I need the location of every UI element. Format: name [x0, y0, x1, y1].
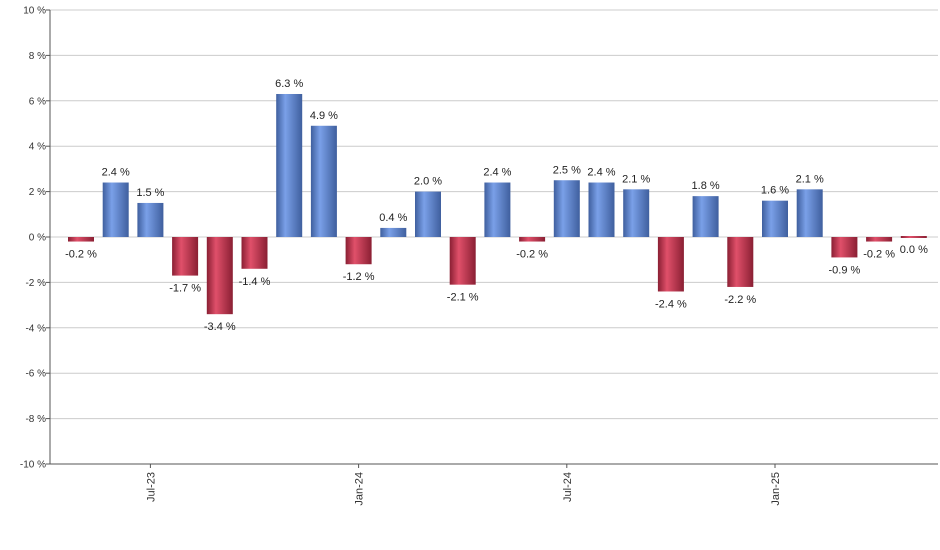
y-tick-label: 10 %	[23, 6, 46, 17]
bar-10	[415, 191, 441, 237]
bar-0	[68, 237, 94, 242]
data-label-8: -1.2 %	[343, 271, 375, 283]
bar-7	[310, 125, 337, 237]
bar-21	[796, 189, 823, 237]
data-label-0: -0.2 %	[65, 249, 97, 261]
bar-4	[206, 237, 233, 315]
data-label-14: 2.5 %	[553, 164, 581, 176]
data-label-4: -3.4 %	[204, 321, 236, 333]
y-tick-label: 0 %	[29, 233, 46, 244]
bar-6	[276, 93, 303, 238]
bar-9	[380, 227, 407, 237]
bar-20	[762, 200, 788, 237]
data-label-17: -2.4 %	[655, 298, 687, 310]
data-label-5: -1.4 %	[239, 276, 271, 288]
bar-15	[588, 182, 615, 237]
data-label-13: -0.2 %	[516, 249, 548, 261]
bar-3	[172, 237, 199, 276]
y-tick-label: 8 %	[29, 51, 46, 62]
bars-layer	[68, 93, 927, 315]
y-tick-label: 2 %	[29, 187, 46, 198]
bar-18	[692, 196, 719, 237]
bar-5	[241, 237, 268, 269]
bar-17	[657, 237, 684, 292]
data-label-18: 1.8 %	[692, 180, 720, 192]
y-tick-label: 4 %	[29, 142, 46, 153]
y-tick-label: -6 %	[25, 369, 46, 380]
data-label-15: 2.4 %	[587, 167, 615, 179]
x-tick-label: Jul-24	[562, 472, 574, 502]
y-tick-label: -4 %	[25, 323, 46, 334]
x-tick-label: Jan-24	[354, 472, 366, 506]
bar-16	[623, 189, 650, 237]
data-label-6: 6.3 %	[275, 78, 303, 90]
bar-11	[449, 237, 476, 285]
bar-1	[102, 182, 129, 237]
bar-19	[727, 237, 754, 287]
labels-layer: 10 % 8 % 6 % 4 % 2 % 0 % -2 % -4 % -6 % -8 % -10 %…	[20, 6, 928, 506]
data-label-7: 4.9 %	[310, 110, 338, 122]
x-tick-label: Jan-25	[770, 472, 782, 506]
data-label-1: 2.4 %	[102, 167, 130, 179]
bar-2	[137, 202, 164, 237]
bar-13	[519, 237, 546, 242]
y-tick-label: -10 %	[20, 460, 46, 471]
bar-22	[831, 237, 858, 258]
axis-layer	[46, 9, 938, 468]
data-label-19: -2.2 %	[724, 294, 756, 306]
x-tick-label: Jul-23	[145, 472, 157, 502]
data-label-16: 2.1 %	[622, 173, 650, 185]
data-label-11: -2.1 %	[447, 292, 479, 304]
bar-23	[866, 237, 893, 242]
data-label-21: 2.1 %	[796, 173, 824, 185]
y-tick-label: -2 %	[25, 278, 46, 289]
y-tick-label: -8 %	[25, 414, 46, 425]
bar-8	[345, 237, 372, 265]
data-label-10: 2.0 %	[414, 176, 442, 188]
data-label-22: -0.9 %	[829, 264, 861, 276]
data-label-23: -0.2 %	[863, 249, 895, 261]
data-label-24: 0.0 %	[900, 244, 928, 256]
bar-14	[553, 180, 580, 237]
data-label-2: 1.5 %	[136, 187, 164, 199]
data-label-20: 1.6 %	[761, 185, 789, 197]
y-tick-label: 6 %	[29, 96, 46, 107]
bar-12	[484, 182, 511, 237]
bar-24	[900, 236, 927, 238]
data-label-12: 2.4 %	[483, 167, 511, 179]
data-label-3: -1.7 %	[169, 283, 201, 295]
data-label-9: 0.4 %	[379, 212, 407, 224]
